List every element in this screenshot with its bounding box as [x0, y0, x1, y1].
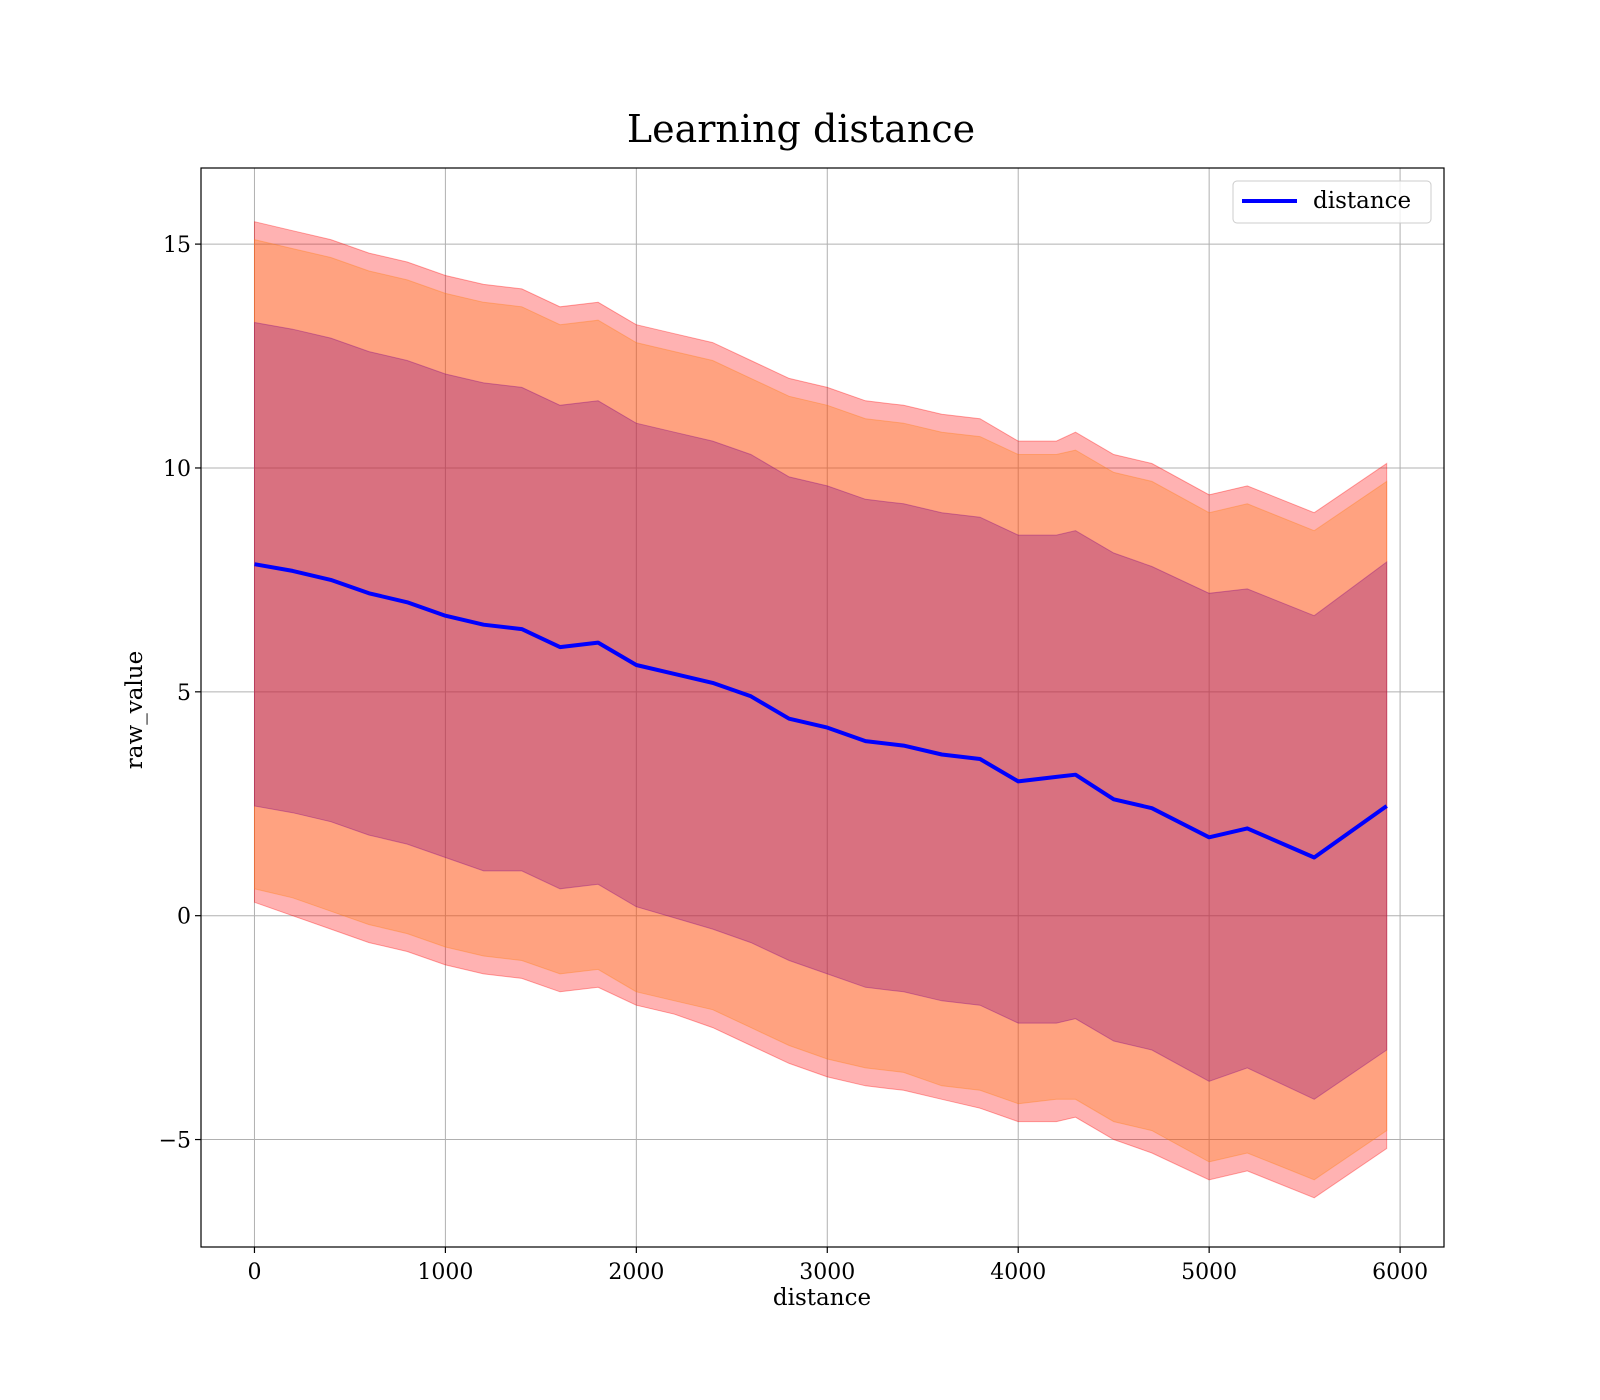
x-tick-label: 0: [247, 1260, 261, 1285]
grid: [201, 168, 1444, 1247]
x-tick-label: 2000: [608, 1260, 664, 1285]
y-tick-label: 10: [163, 457, 191, 482]
y-tick-label: −5: [159, 1129, 191, 1154]
chart-title: Learning distance: [627, 107, 975, 151]
band-middle: [254, 238, 1388, 1181]
series-lines: [254, 562, 1388, 860]
y-tick-label: 15: [163, 233, 191, 258]
y-tick-label: 5: [177, 681, 191, 706]
x-tick-label: 4000: [990, 1260, 1046, 1285]
legend: distance: [1232, 180, 1432, 224]
x-tick-label: 3000: [799, 1260, 855, 1285]
x-tick-label: 6000: [1372, 1260, 1428, 1285]
series-line-distance: [254, 562, 1388, 860]
y-axis-label: raw_value: [122, 651, 148, 769]
plot-frame: [200, 167, 1445, 1248]
legend-box: [1232, 180, 1432, 224]
confidence-bands: [254, 221, 1388, 1199]
y-tick-label: 0: [177, 905, 191, 930]
band-inner: [254, 321, 1388, 1100]
x-axis-ticks: 0 1000 2000 3000 4000 5000 6000: [247, 1247, 1428, 1285]
legend-label: distance: [1313, 188, 1411, 214]
y-axis-ticks: −5 0 5 10 15: [159, 233, 201, 1154]
x-axis-label: distance: [773, 1285, 871, 1311]
band-outer: [254, 221, 1388, 1199]
x-tick-label: 1000: [417, 1260, 473, 1285]
x-tick-label: 5000: [1181, 1260, 1237, 1285]
